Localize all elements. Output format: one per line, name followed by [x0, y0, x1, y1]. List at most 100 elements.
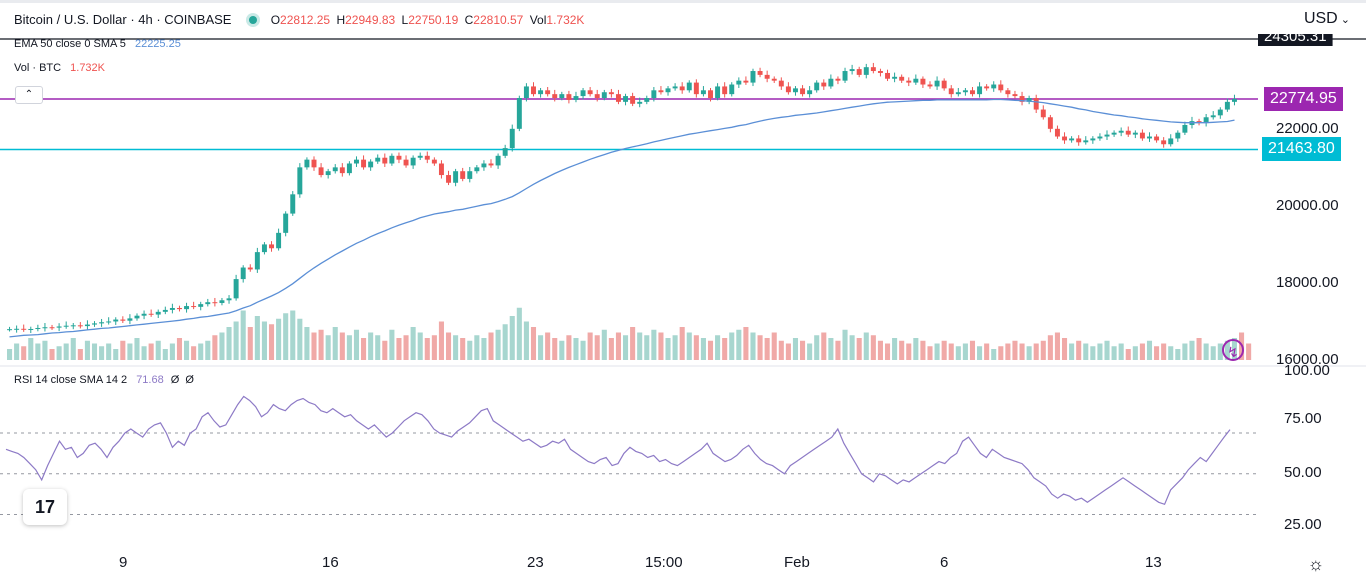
volume-bar: [1154, 346, 1160, 360]
price-axis-tick: 20000.00: [1276, 196, 1339, 214]
candle: [127, 318, 133, 321]
candle: [49, 327, 55, 329]
volume-bar: [99, 346, 105, 360]
ohlc-l-label: L: [401, 13, 409, 27]
chevron-down-icon: ⌄: [1337, 14, 1350, 26]
settings-gear-icon[interactable]: ☼: [1307, 554, 1325, 574]
candle: [651, 90, 657, 98]
rsi-line: [5, 395, 1231, 506]
volume-bar: [1217, 343, 1223, 360]
collapse-legend-button[interactable]: ⌃: [15, 86, 43, 104]
candle: [998, 84, 1004, 91]
volume-bar: [198, 343, 204, 360]
candle: [1076, 138, 1082, 143]
volume-bar: [276, 318, 282, 360]
candle: [70, 325, 76, 327]
candle: [297, 167, 303, 195]
candle: [325, 171, 331, 176]
candle: [1118, 130, 1124, 133]
candle: [785, 86, 791, 93]
candle: [99, 322, 105, 324]
candle: [644, 97, 650, 102]
volume-bar: [1026, 346, 1032, 360]
volume-bar: [743, 327, 749, 360]
volume-bar: [1175, 349, 1181, 360]
candle: [318, 167, 324, 176]
volume-bar: [1203, 343, 1209, 360]
ohlc-volume: 1.732K: [546, 13, 585, 27]
price-axis-tick: 18000.00: [1276, 273, 1339, 291]
volume-bar: [1083, 343, 1089, 360]
volume-value: 1.732K: [70, 62, 106, 74]
currency-selector[interactable]: USD ⌄: [1304, 10, 1350, 28]
candle: [729, 84, 735, 95]
candle: [743, 80, 749, 83]
candle: [863, 67, 869, 75]
volume-bar: [573, 338, 579, 360]
volume-bar: [1182, 343, 1188, 360]
candle: [7, 329, 13, 331]
candle: [1111, 132, 1117, 135]
volume-bar: [106, 343, 112, 360]
price-tag-current[interactable]: 22774.95: [1264, 86, 1343, 111]
candle: [587, 90, 593, 95]
candle: [991, 84, 997, 89]
candle: [361, 159, 367, 168]
volume-bar: [120, 340, 126, 360]
candle: [764, 74, 770, 79]
candle: [509, 128, 515, 149]
candle: [495, 155, 501, 166]
volume-bar: [56, 346, 62, 360]
volume-bar: [750, 332, 756, 360]
volume-bar: [191, 346, 197, 360]
candle: [481, 163, 487, 168]
volume-bar: [1139, 343, 1145, 360]
volume-bar: [42, 340, 48, 360]
candle: [21, 328, 27, 330]
symbol-legend[interactable]: Bitcoin / U.S. Dollar · 4h · COINBASE O2…: [14, 12, 587, 27]
symbol-title[interactable]: Bitcoin / U.S. Dollar · 4h · COINBASE: [14, 12, 232, 27]
candle: [1154, 136, 1160, 141]
volume-bar: [353, 329, 360, 360]
ohlc-c-label: C: [464, 13, 474, 27]
candle: [941, 80, 947, 89]
candle: [502, 148, 508, 156]
volume-bar: [941, 340, 947, 360]
candle: [984, 86, 990, 89]
candle: [219, 300, 225, 303]
candle: [1033, 97, 1039, 110]
price-tag-support[interactable]: 21463.80: [1262, 137, 1341, 162]
candle: [573, 96, 579, 100]
candle: [1090, 138, 1096, 141]
volume-bar: [538, 335, 544, 360]
rsi-legend[interactable]: RSI 14 close SMA 14 2 71.68 Ø Ø: [14, 374, 194, 386]
volume-bar: [523, 321, 529, 360]
volume-bar: [1047, 335, 1053, 360]
ohlc-h-label: H: [336, 13, 346, 27]
candle: [566, 94, 572, 100]
volume-bar: [28, 338, 34, 360]
candle: [750, 71, 756, 83]
volume-legend[interactable]: Vol · BTC 1.732K: [14, 62, 105, 74]
ema-legend[interactable]: EMA 50 close 0 SMA 5 22225.25: [14, 38, 181, 50]
volume-bar: [1246, 343, 1252, 360]
volume-bar: [339, 332, 345, 360]
volume-bar: [219, 332, 225, 360]
candle: [1210, 115, 1216, 118]
candle: [1182, 124, 1188, 133]
volume-bar: [304, 327, 310, 360]
tradingview-logo[interactable]: 17: [23, 489, 67, 525]
volume-bar: [1146, 340, 1153, 360]
ohlc-close: 22810.57: [473, 13, 524, 27]
candle: [283, 213, 289, 233]
candle: [226, 298, 232, 301]
candle: [417, 155, 423, 158]
candle: [722, 86, 728, 95]
candle: [1054, 128, 1060, 137]
volume-bar: [389, 329, 395, 360]
lightning-alert-icon[interactable]: ↯: [1222, 339, 1244, 361]
volume-bar: [715, 335, 721, 360]
volume-bar: [693, 335, 699, 360]
volume-bar: [290, 310, 296, 360]
